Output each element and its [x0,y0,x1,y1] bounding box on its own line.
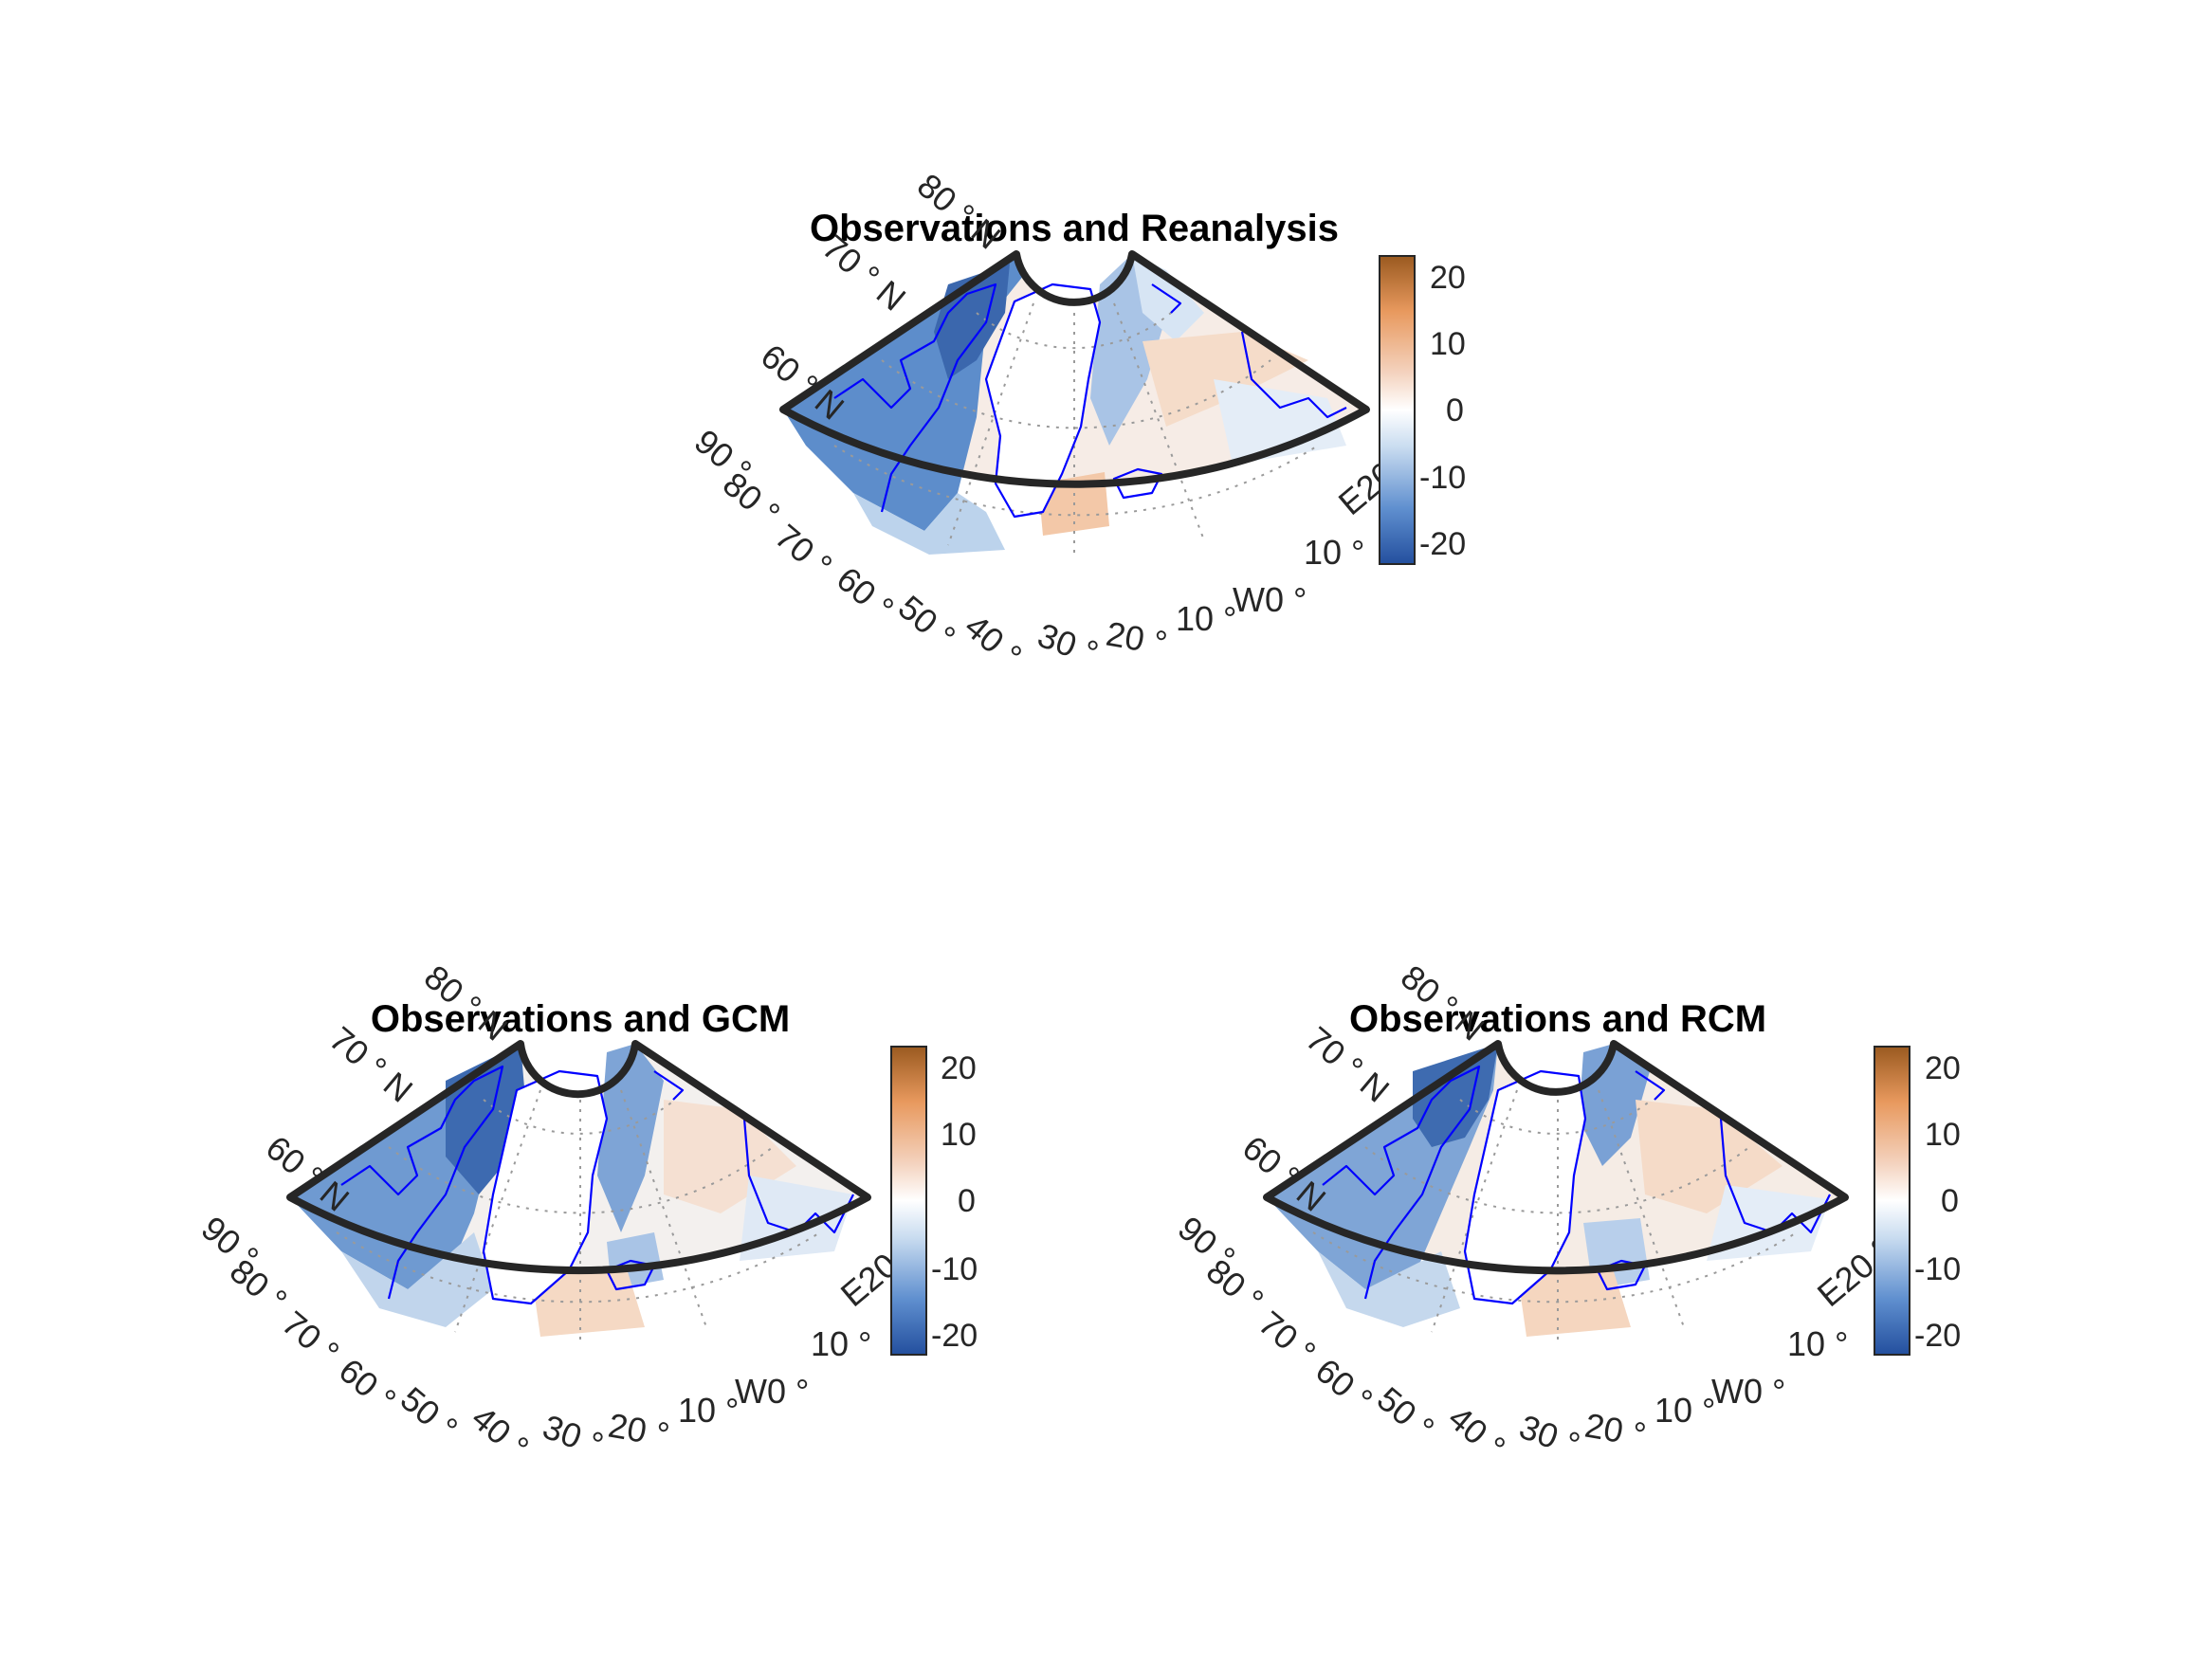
lon-label: 50 ° [393,1379,466,1449]
lon-label: 10 ° [1654,1391,1715,1430]
colorbar-tick: 10 [1925,1117,1961,1153]
lon-label: 30 ° [1033,615,1104,673]
colorbar-tick: -20 [1914,1318,1961,1354]
colorbar-tick: 10 [1430,326,1466,362]
panel-title: Observations and RCM [1349,998,1766,1040]
lon-label: 30 ° [1514,1407,1585,1465]
land-mask-greenland [986,284,1100,517]
lon-label: 50 ° [1370,1379,1442,1449]
graticule-meridian [1113,302,1205,541]
coastline-svalbard [653,1070,685,1101]
lon-label: 70 ° [768,517,840,586]
colorbar: 20 10 0 -10 -20 [1874,1046,1961,1356]
colorbar-tick: -10 [1419,460,1466,496]
lon-label: 70 ° [1252,1304,1324,1373]
graticule-meridian [620,1089,707,1328]
lon-label: W0 ° [1711,1372,1785,1411]
colorbar-frame [1874,1046,1910,1356]
lon-label: 20 ° [606,1406,673,1455]
graticule-parallel-70 [388,1146,774,1214]
lon-label: 10 ° [1787,1324,1848,1363]
coastline-greenland [984,283,1102,519]
graticule-meridian [1598,1089,1685,1328]
coastline-iceland [1596,1259,1647,1291]
colorbar-tick: 0 [1941,1183,1959,1219]
lon-label: W0 ° [735,1372,809,1411]
colorbar-tick: 10 [941,1117,977,1153]
anomaly-cold-east [597,1044,664,1232]
map-panel-gcm: Observations and GCM 60 ° N [194,957,978,1468]
coastline-greenland [1463,1069,1587,1305]
colorbar-tick: 20 [1430,260,1466,296]
lon-label: 60 ° [830,559,902,629]
anomaly-warm-east [1143,332,1308,427]
colorbar: 20 10 0 -10 -20 [1379,255,1466,565]
colorbar-tick: -20 [1419,526,1466,562]
lon-label: 70 ° [275,1304,347,1373]
panel-title: Observations and Reanalysis [810,208,1339,249]
lon-label: 60 ° [1308,1351,1380,1420]
colorbar-frame [890,1046,927,1356]
map-panel-rcm: Observations and RCM 60 ° N [1171,957,1961,1468]
map-wedge [779,250,1370,559]
map-wedge [286,1040,871,1346]
anomaly-cold-west-light [853,493,1005,555]
anomaly-warm-south [1517,1266,1631,1337]
lon-label: 20 ° [1104,614,1171,664]
colorbar-gradient [1380,256,1415,564]
colorbar-tick: 0 [1446,392,1464,428]
map-frame [779,250,1370,488]
colorbar-tick: -20 [931,1318,978,1354]
colorbar-tick: 20 [941,1050,977,1086]
anomaly-warm-east [1636,1100,1782,1213]
map-panel-reanalysis: Observations and Reanalysis [687,166,1466,676]
graticule-parallel-70 [881,359,1271,429]
panel-title: Observations and GCM [371,998,790,1040]
coastline-iceland [605,1259,656,1291]
lon-label: 50 ° [891,588,963,657]
land-mask-greenland [1465,1071,1585,1304]
colorbar-gradient [1874,1047,1910,1355]
lon-label: 10 ° [1176,599,1236,638]
coastline-svalbard [1635,1070,1666,1101]
colorbar-frame [1379,255,1416,565]
anomaly-cold-strong [1413,1044,1498,1147]
coastline-canada [1322,1065,1481,1300]
anomaly-warm-south [531,1266,645,1337]
map-frame [1263,1040,1849,1275]
coastline-canada [340,1065,504,1300]
colorbar: 20 10 0 -10 -20 [890,1046,978,1356]
colorbar-tick: 0 [958,1183,976,1219]
coastline-canada [833,283,997,513]
lon-label: 10 ° [1304,533,1364,572]
map-frame [286,1040,871,1274]
lon-label: 10 ° [811,1324,871,1363]
colorbar-gradient [891,1047,926,1355]
graticule-parallel-70 [1364,1146,1750,1214]
land-mask-greenland [484,1071,607,1304]
colorbar-tick: 20 [1925,1050,1961,1086]
lon-label: 30 ° [538,1407,609,1465]
colorbar-tick: -10 [1914,1251,1961,1287]
lon-label: 40 ° [465,1398,537,1468]
lon-label: 20 ° [1582,1406,1650,1455]
graticule-parallel-80 [976,312,1172,350]
lon-label: 60 ° [332,1351,404,1420]
coastline-iceland [1112,467,1163,500]
anomaly-cold-east-light [1132,254,1204,341]
anomaly-cold-west-light [1318,1251,1460,1327]
colorbar-tick: -10 [931,1251,978,1287]
lon-label: 40 ° [958,607,1030,676]
coastline-scandinavia [1240,331,1347,419]
anomaly-cold-se [1214,379,1346,465]
coastline-greenland [482,1069,609,1305]
lon-label: 40 ° [1441,1398,1513,1468]
map-wedge [1263,1040,1849,1346]
coastline-svalbard [1151,283,1182,314]
lon-label: W0 ° [1233,580,1307,619]
lon-label: 10 ° [678,1391,739,1430]
